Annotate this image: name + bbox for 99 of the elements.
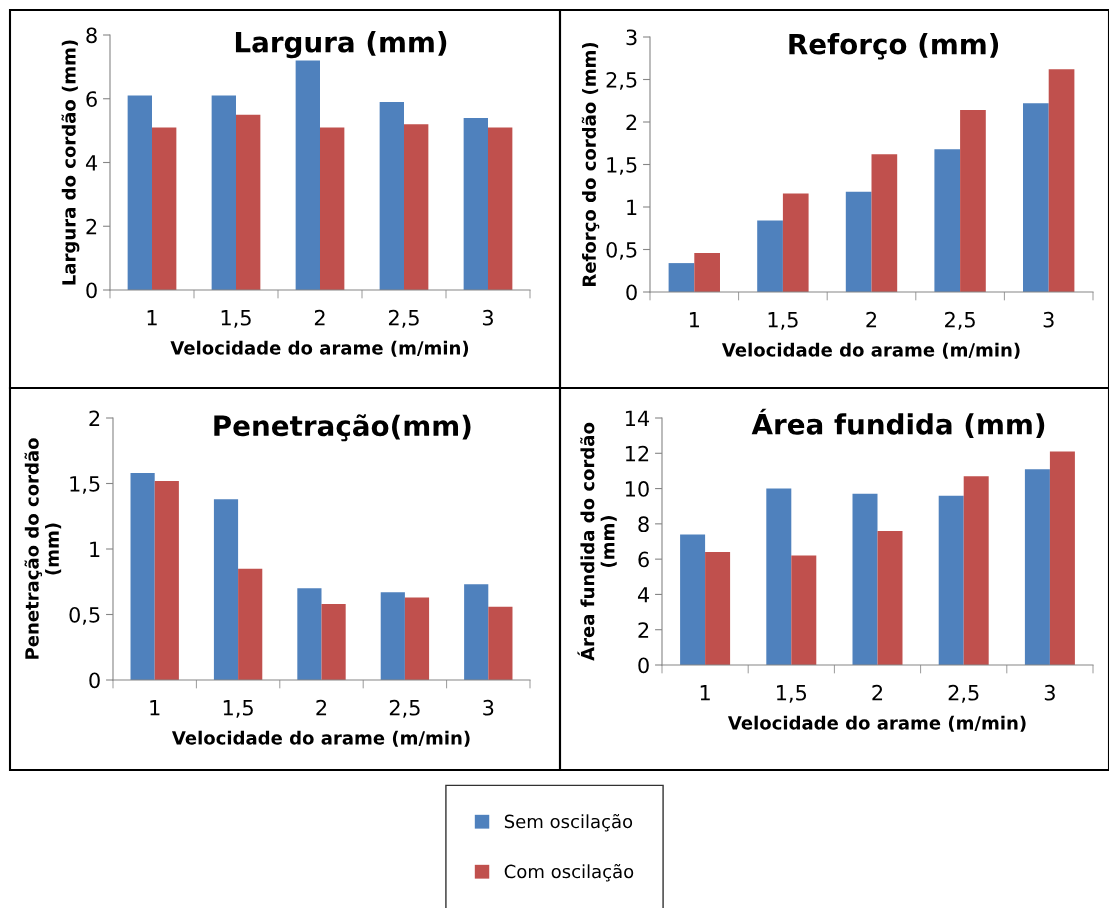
bar xyxy=(938,495,964,665)
y-tick-label: 0 xyxy=(86,282,97,299)
y-tick-label: 2 xyxy=(86,218,97,235)
bar xyxy=(238,568,263,680)
x-tick-label: 3 xyxy=(483,699,494,716)
bar xyxy=(464,584,489,680)
bar xyxy=(213,499,239,680)
x-tick-label: 1,5 xyxy=(221,310,251,328)
bar xyxy=(1023,103,1049,292)
bar xyxy=(463,117,488,290)
x-tick-label: 2 xyxy=(314,309,325,326)
y-tick-label: 0,5 xyxy=(606,241,637,260)
x-tick-label: 1,5 xyxy=(777,685,807,703)
bar xyxy=(130,473,155,680)
y-tick-label: 14 xyxy=(625,410,650,426)
x-tick-label: 3 xyxy=(1043,311,1054,328)
y-tick-label: 0,5 xyxy=(69,606,100,625)
bar xyxy=(963,476,989,665)
x-axis-title: Velocidade do arame (m/min) xyxy=(171,730,470,747)
y-tick-label: 2,5 xyxy=(606,71,637,90)
chart-title: Área fundida (mm) xyxy=(751,408,1045,439)
x-tick-label: 1,5 xyxy=(223,700,253,718)
bar xyxy=(488,606,513,680)
x-tick-label: 2 xyxy=(872,684,883,701)
bar xyxy=(680,534,706,665)
x-axis-title: Velocidade do arame (m/min) xyxy=(721,342,1020,359)
bar xyxy=(236,114,261,290)
chart-title: Penetração(mm) xyxy=(214,414,471,442)
bar xyxy=(154,480,179,680)
x-tick-label: 2,5 xyxy=(388,309,419,328)
y-tick-label: 2 xyxy=(626,114,637,130)
bar xyxy=(127,95,152,290)
bar xyxy=(877,530,903,665)
bar xyxy=(960,110,986,292)
x-tick-label: 1,5 xyxy=(768,312,798,330)
bar xyxy=(782,193,809,292)
bar xyxy=(211,95,236,290)
bar xyxy=(791,555,817,665)
bar xyxy=(1049,451,1075,665)
x-tick-label: 1 xyxy=(150,700,160,716)
bar xyxy=(766,488,792,665)
y-tick-label: 12 xyxy=(625,445,649,462)
bar xyxy=(705,552,731,665)
bar xyxy=(152,127,177,290)
y-axis-title: Largura do cordão (mm) xyxy=(61,40,80,285)
bar xyxy=(1048,69,1075,292)
legend-label: Sem oscilação xyxy=(504,813,633,832)
bar xyxy=(668,263,695,292)
bar xyxy=(380,592,405,680)
x-tick-label: 3 xyxy=(482,309,493,326)
y-tick-label: 2 xyxy=(638,622,649,638)
x-tick-label: 3 xyxy=(1044,684,1055,701)
bar xyxy=(488,127,513,290)
x-axis-title: Velocidade do arame (m/min) xyxy=(170,340,469,357)
x-tick-label: 1 xyxy=(689,312,699,328)
y-tick-label: 10 xyxy=(625,481,649,497)
y-axis-title: Reforço do cordão (mm) xyxy=(581,42,600,286)
chart-title: Largura (mm) xyxy=(235,31,447,59)
x-axis-title: Velocidade do arame (m/min) xyxy=(727,715,1026,732)
bar xyxy=(1024,469,1050,665)
x-tick-label: 2 xyxy=(316,699,327,716)
bar xyxy=(871,154,898,292)
legend-label: Com oscilação xyxy=(504,863,634,882)
bar xyxy=(320,127,345,290)
y-tick-label: 0 xyxy=(89,672,100,689)
y-tick-label: 6 xyxy=(86,91,97,107)
x-tick-label: 2 xyxy=(866,311,877,328)
bar xyxy=(404,597,430,680)
y-axis-title: Área fundida do cordão (mm) xyxy=(577,422,617,661)
x-tick-label: 2,5 xyxy=(945,311,975,330)
x-tick-label: 2,5 xyxy=(948,684,979,703)
y-tick-label: 6 xyxy=(638,551,649,568)
y-tick-label: 3 xyxy=(626,29,637,46)
bar xyxy=(694,252,720,292)
y-tick-label: 8 xyxy=(638,516,649,533)
y-axis-title: Penetração do cordão (mm) xyxy=(24,438,62,659)
y-tick-label: 4 xyxy=(85,155,98,171)
bar xyxy=(321,604,346,680)
bar xyxy=(852,493,878,665)
bar xyxy=(845,191,872,292)
bar xyxy=(934,149,961,292)
bar xyxy=(757,220,783,292)
y-tick-label: 8 xyxy=(86,27,97,44)
bar xyxy=(404,124,429,290)
y-tick-label: 0 xyxy=(626,284,637,301)
y-tick-label: 2 xyxy=(89,410,100,426)
x-tick-label: 1 xyxy=(700,685,710,701)
bar xyxy=(379,101,404,290)
bar xyxy=(297,588,322,680)
chart-title: Reforço (mm) xyxy=(789,33,999,60)
y-tick-label: 1,5 xyxy=(70,476,100,494)
y-tick-label: 1,5 xyxy=(607,157,637,175)
bar xyxy=(295,60,320,290)
y-tick-label: 0 xyxy=(638,657,649,674)
y-tick-label: 1 xyxy=(627,199,637,215)
y-tick-label: 4 xyxy=(637,587,650,603)
x-tick-label: 1 xyxy=(147,310,157,326)
y-tick-label: 1 xyxy=(90,541,100,557)
x-tick-label: 2,5 xyxy=(389,699,420,718)
